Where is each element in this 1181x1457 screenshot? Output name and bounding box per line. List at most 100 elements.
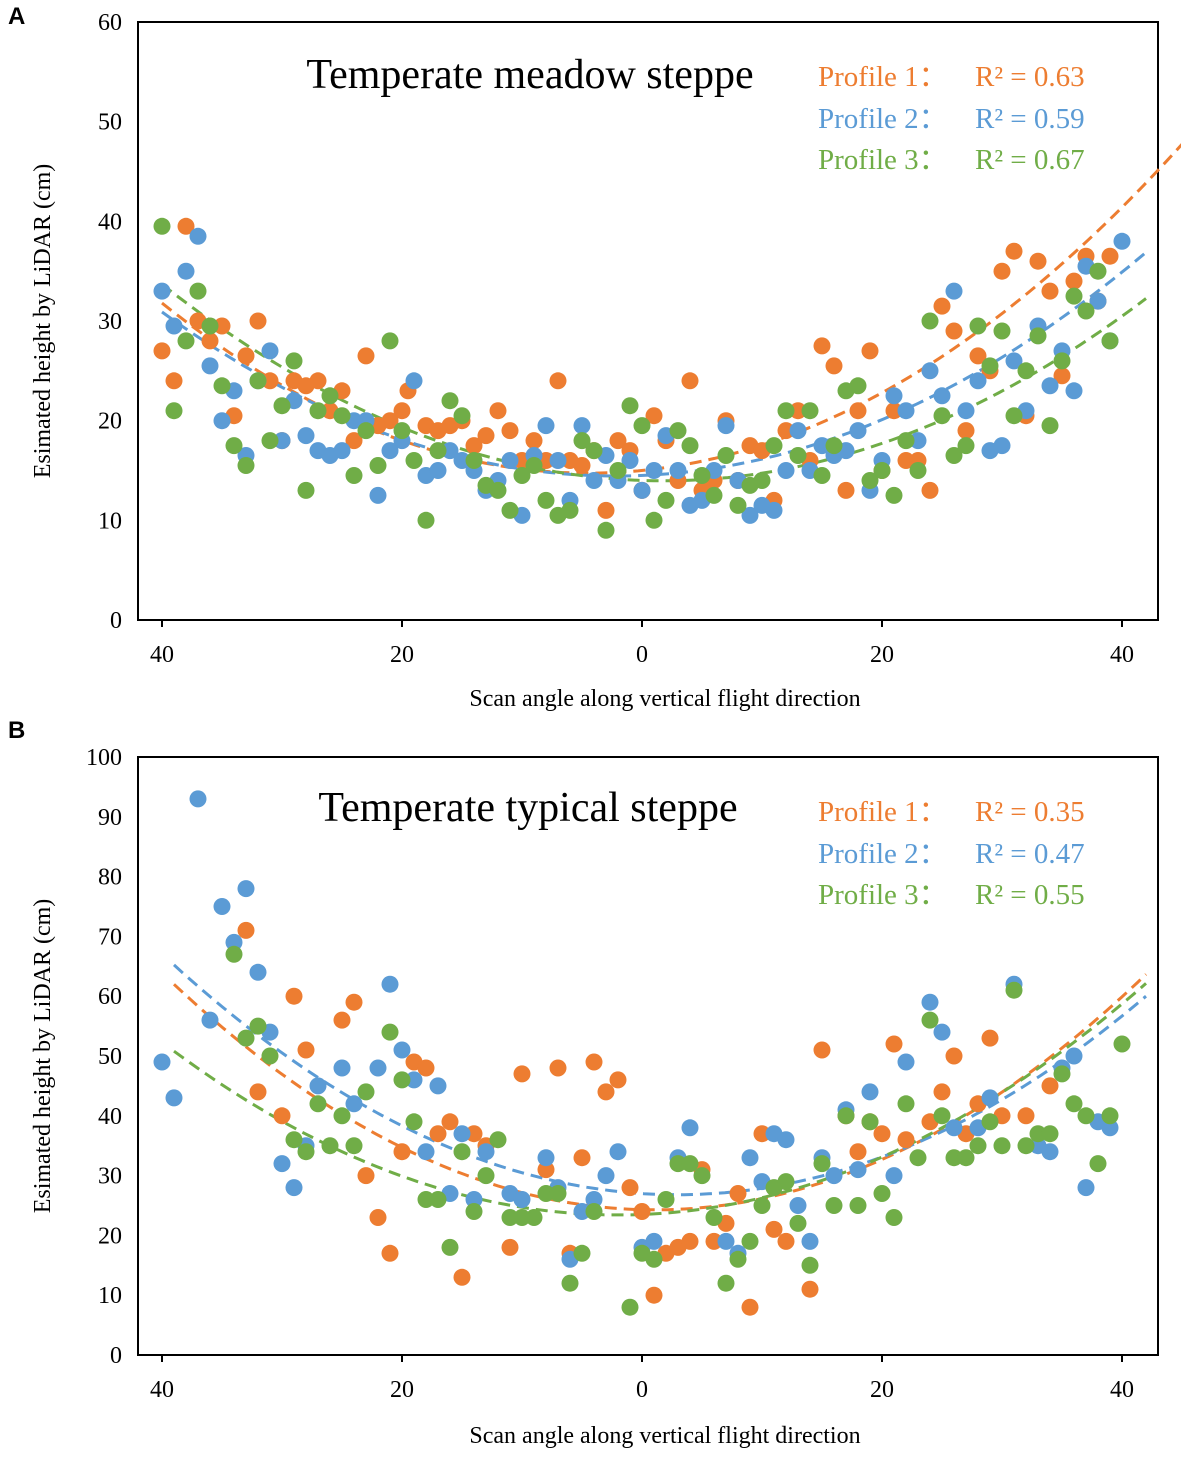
data-point-profile-3 (849, 1197, 867, 1214)
data-point-profile-1 (237, 921, 255, 939)
data-point-profile-3 (465, 1203, 483, 1220)
data-point-profile-3 (405, 1113, 423, 1131)
legend: Profile 1： R² = 0.35 Profile 2： R² = 0.4… (818, 796, 1085, 911)
data-point-profile-3 (969, 317, 987, 335)
data-point-profile-1 (945, 322, 963, 340)
legend-r2-profile-2: R² = 0.47 (975, 838, 1085, 870)
data-point-profile-3 (957, 437, 975, 455)
data-point-profile-1 (237, 347, 255, 365)
data-point-profile-2 (369, 1059, 387, 1077)
data-point-profile-1 (213, 317, 231, 335)
x-tick-label: 0 (636, 1377, 648, 1403)
data-point-profile-1 (513, 1065, 531, 1083)
data-point-profile-1 (993, 262, 1011, 280)
data-point-profile-2 (189, 227, 207, 245)
y-tick-label: 100 (86, 745, 122, 771)
data-point-profile-2 (333, 1059, 351, 1077)
data-point-profile-1 (1017, 1107, 1035, 1125)
data-point-profile-1 (801, 1280, 819, 1298)
data-point-profile-1 (393, 402, 411, 420)
data-point-profile-2 (897, 1053, 915, 1071)
data-point-profile-3 (681, 1155, 699, 1173)
data-point-profile-3 (897, 1095, 915, 1113)
data-point-profile-2 (885, 1167, 903, 1185)
data-point-profile-2 (777, 1131, 795, 1149)
data-point-profile-1 (249, 1083, 267, 1101)
data-point-profile-1 (777, 422, 795, 440)
data-point-profile-2 (513, 1191, 531, 1208)
data-point-profile-3 (933, 407, 951, 425)
data-point-profile-3 (561, 501, 579, 519)
y-axis: 0 10 20 30 40 50 60 70 80 90 100 (86, 745, 122, 1369)
y-axis: 0 10 20 30 40 50 60 (98, 10, 122, 634)
data-point-profile-3 (369, 457, 387, 474)
data-point-profile-3 (237, 457, 255, 474)
data-point-profile-2 (165, 1089, 183, 1107)
y-tick-label: 10 (98, 1283, 122, 1309)
data-point-profile-3 (549, 1185, 567, 1202)
data-point-profile-2 (213, 898, 231, 915)
data-point-profile-3 (873, 1185, 891, 1202)
data-point-profile-3 (177, 332, 195, 350)
legend-label-profile-1: Profile 1： (818, 61, 948, 93)
data-point-profile-3 (153, 217, 171, 235)
data-point-profile-3 (297, 481, 315, 499)
legend-r2-profile-1: R² = 0.35 (975, 796, 1085, 828)
data-point-profile-3 (465, 452, 483, 469)
data-point-profile-2 (849, 1161, 867, 1179)
data-point-profile-2 (345, 1095, 363, 1113)
data-point-profile-3 (621, 397, 639, 415)
data-point-profile-3 (681, 437, 699, 455)
data-point-profile-3 (573, 1244, 591, 1262)
data-point-profile-3 (825, 437, 843, 455)
data-point-profile-3 (777, 1173, 795, 1191)
data-point-profile-3 (333, 1107, 351, 1125)
legend-label-profile-3: Profile 3： (818, 879, 948, 911)
data-point-profile-1 (753, 1125, 771, 1143)
data-point-profile-3 (297, 1143, 315, 1161)
data-point-profile-3 (537, 1185, 555, 1202)
data-point-profile-3 (777, 402, 795, 420)
data-point-profile-1 (1041, 282, 1059, 300)
data-point-profile-3 (729, 496, 747, 514)
data-point-profile-1 (201, 332, 219, 350)
data-point-profile-2 (393, 1041, 411, 1059)
data-point-profile-2 (453, 1125, 471, 1143)
data-point-profile-1 (165, 372, 183, 390)
data-point-profile-1 (945, 1047, 963, 1065)
data-point-profile-2 (921, 362, 939, 380)
data-point-profile-3 (609, 462, 627, 479)
data-point-profile-3 (261, 1047, 279, 1065)
data-point-profile-2 (945, 1119, 963, 1137)
data-point-profile-1 (333, 1011, 351, 1029)
data-point-profile-3 (573, 432, 591, 450)
y-axis-label: Esimated height by LiDAR (cm) (30, 899, 56, 1214)
y-tick-label: 40 (98, 1104, 122, 1130)
data-point-profile-3 (585, 1203, 603, 1220)
data-point-profile-2 (153, 282, 171, 300)
data-point-profile-1 (297, 1041, 315, 1059)
data-point-profile-3 (225, 945, 243, 963)
data-point-profile-1 (885, 402, 903, 420)
data-point-profile-3 (813, 1155, 831, 1173)
data-point-profile-2 (921, 993, 939, 1011)
data-point-profile-3 (921, 312, 939, 330)
panel-label: B (8, 717, 25, 744)
data-point-profile-3 (165, 402, 183, 420)
data-point-profile-2 (1113, 232, 1131, 250)
data-point-profile-2 (225, 933, 243, 951)
data-point-profile-2 (717, 1232, 735, 1250)
scatter-points (153, 790, 1131, 1316)
data-point-profile-3 (1005, 981, 1023, 999)
data-point-profile-3 (357, 1083, 375, 1101)
data-point-profile-1 (441, 1113, 459, 1131)
data-point-profile-3 (417, 1191, 435, 1208)
x-tick-label: 40 (150, 642, 174, 668)
data-point-profile-3 (597, 521, 615, 539)
data-point-profile-2 (1077, 1179, 1095, 1197)
data-point-profile-3 (453, 407, 471, 425)
data-point-profile-2 (609, 1143, 627, 1161)
data-point-profile-2 (453, 452, 471, 469)
y-tick-label: 80 (98, 865, 122, 891)
data-point-profile-1 (633, 1203, 651, 1220)
